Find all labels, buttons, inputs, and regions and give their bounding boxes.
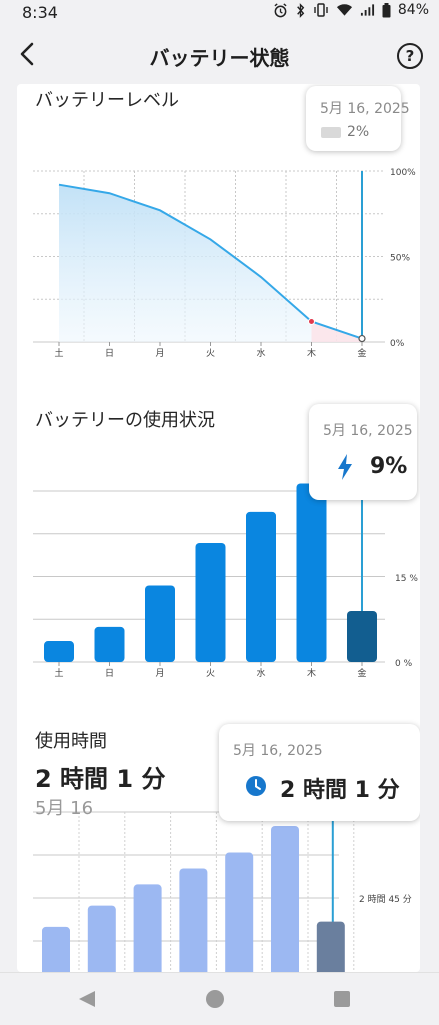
app-bar: バッテリー状態 ?	[0, 26, 439, 84]
x-tick-label: 月	[155, 348, 164, 359]
usage-bar	[145, 585, 175, 662]
x-tick-label: 木	[307, 667, 316, 679]
usage-bar	[347, 611, 377, 662]
y-tick-label: 100%	[390, 168, 416, 178]
data-point	[358, 334, 366, 343]
triangle-back-icon	[79, 991, 95, 1007]
help-button[interactable]: ?	[397, 43, 423, 69]
usage-time-bar	[87, 905, 116, 972]
usage-time-value: 2 時間 1 分	[35, 765, 166, 793]
status-time: 8:34	[22, 3, 58, 22]
signal-icon	[360, 4, 374, 16]
charts-canvas: 土日月火水木金100%50%0%土日月火水木金15 %0 %2 時間 45 分	[33, 168, 418, 972]
navigation-bar	[0, 972, 439, 1025]
tooltip-date: 5月 16, 2025	[323, 423, 413, 439]
battery-card: 土日月火水木金 100% 50% 0% 土日月火水木金 15 % 0 % 2 時間 45 分 …	[17, 84, 420, 972]
x-tick-label: 金	[357, 667, 366, 679]
tooltip-date: 5月 16, 2025	[320, 101, 410, 117]
circle-home-icon	[206, 990, 224, 1008]
y-tick-label: 50%	[390, 254, 410, 264]
x-tick-label: 水	[256, 667, 265, 679]
usage-time-date: 5月 16	[35, 798, 94, 819]
y-tick-label: 15 %	[395, 574, 418, 584]
page-title: バッテリー状態	[149, 46, 290, 70]
usage-time-bar	[225, 852, 254, 972]
usage-time-bar	[133, 884, 162, 972]
x-tick-label: 水	[256, 347, 265, 359]
usage-bar	[296, 483, 327, 662]
help-icon: ?	[405, 47, 415, 65]
battery-area	[59, 184, 312, 342]
tooltip-swatch	[321, 127, 341, 138]
battery-usage-tooltip: 5月 16, 2025 9%	[309, 404, 417, 500]
x-tick-label: 金	[357, 347, 366, 359]
usage-time-tooltip: 5月 16, 2025 2 時間 1 分	[219, 724, 420, 821]
battery-usage-title: バッテリーの使用状況	[35, 410, 215, 431]
usage-time-bar	[316, 921, 345, 972]
vibrate-icon	[314, 3, 328, 17]
x-tick-label: 日	[105, 348, 114, 359]
usage-bar	[195, 543, 226, 662]
lightning-icon	[338, 454, 352, 480]
x-tick-label: 日	[105, 668, 114, 679]
tooltip-value: 9%	[370, 454, 408, 479]
y-tick-label: 0%	[390, 339, 405, 349]
status-icons: 84%	[273, 2, 429, 18]
usage-time-bar	[42, 926, 70, 972]
x-tick-label: 木	[307, 347, 316, 359]
back-arrow-icon	[20, 42, 34, 66]
battery-level-tooltip: 5月 16, 2025 2%	[306, 86, 410, 151]
usage-time-title: 使用時間	[35, 731, 107, 752]
nav-home-button[interactable]	[205, 989, 225, 1009]
nav-back-button[interactable]	[77, 989, 97, 1009]
battery-icon	[382, 2, 391, 17]
x-tick-label: 月	[155, 668, 164, 679]
tooltip-date: 5月 16, 2025	[233, 743, 323, 759]
alarm-icon	[274, 2, 287, 17]
battery-percent: 84%	[397, 2, 429, 18]
x-tick-label: 火	[206, 348, 215, 359]
status-bar: 8:34 84%	[0, 0, 439, 26]
battery-level-title: バッテリーレベル	[35, 90, 179, 111]
wifi-icon	[336, 4, 352, 16]
usage-time-bar	[179, 868, 208, 972]
bluetooth-icon	[297, 2, 305, 18]
usage-bar	[246, 511, 276, 662]
tooltip-value: 2%	[347, 124, 370, 140]
clock-icon	[246, 776, 266, 796]
x-tick-label: 土	[54, 667, 63, 679]
nav-recents-button[interactable]	[332, 989, 352, 1009]
x-tick-label: 土	[54, 347, 63, 359]
y-tick-label: 0 %	[395, 659, 413, 669]
back-button[interactable]	[14, 40, 42, 68]
x-tick-label: 火	[206, 668, 215, 679]
usage-bar	[44, 641, 74, 662]
data-point	[308, 317, 315, 325]
y-tick-label: 2 時間 45 分	[359, 894, 412, 905]
usage-bar	[94, 626, 125, 662]
tooltip-value: 2 時間 1 分	[280, 778, 400, 803]
square-recents-icon	[334, 991, 350, 1007]
usage-time-bar	[271, 826, 299, 972]
